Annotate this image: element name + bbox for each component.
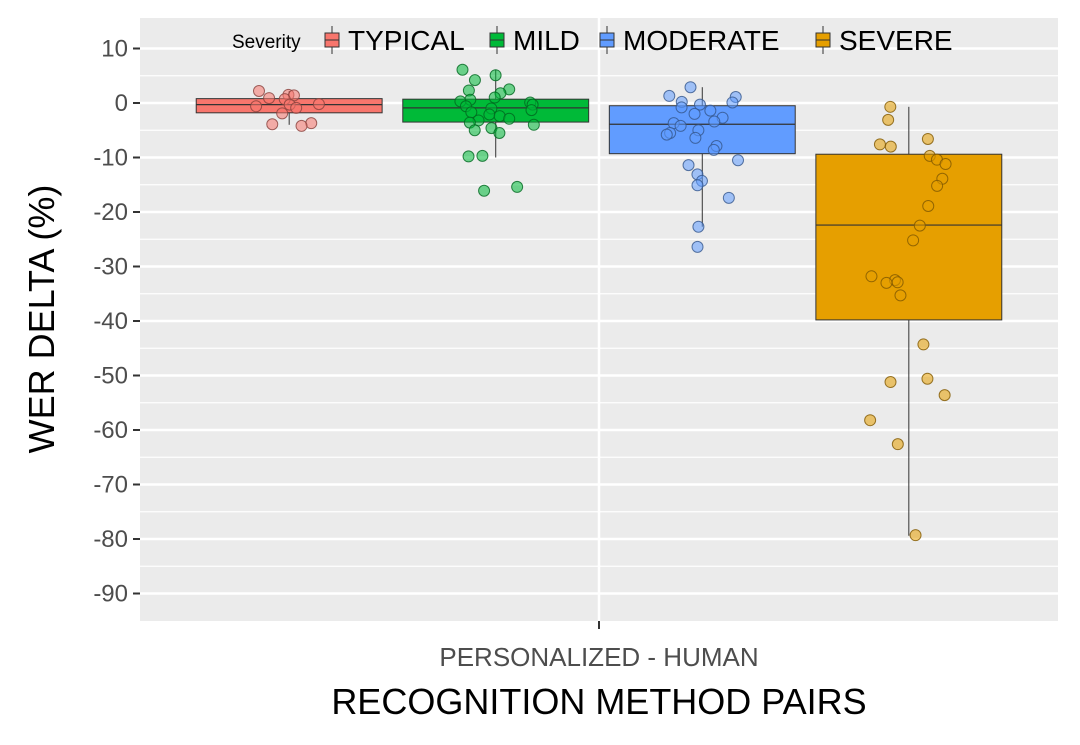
severe-point — [913, 219, 926, 232]
whiskers — [288, 69, 910, 536]
mild-point — [511, 180, 524, 193]
severe-point — [891, 276, 904, 289]
mild-point — [468, 74, 481, 87]
moderate-point — [682, 159, 695, 172]
mild-point — [527, 118, 540, 131]
severe-point — [880, 276, 893, 289]
severe-point — [873, 138, 886, 151]
severe-point — [909, 529, 922, 542]
typical-point — [252, 85, 265, 98]
severe-point — [865, 270, 878, 283]
typical-point — [312, 98, 325, 111]
moderate-point — [660, 128, 673, 141]
typical-point — [295, 119, 308, 132]
severe-point — [894, 289, 907, 302]
severe-point — [884, 140, 897, 153]
mild-point — [468, 124, 481, 137]
severe-point — [931, 179, 944, 192]
y-tick-label: -40 — [93, 308, 128, 335]
legend-label: MODERATE — [623, 25, 780, 56]
typical-point — [263, 92, 276, 105]
severe-point — [921, 132, 934, 145]
moderate-point — [693, 98, 706, 111]
severe-point — [882, 113, 895, 126]
severe-point — [884, 376, 897, 389]
moderate-point — [689, 131, 702, 144]
moderate-point — [704, 104, 717, 117]
typical-point — [266, 118, 279, 131]
moderate-point — [691, 179, 704, 192]
moderate-point — [726, 96, 739, 109]
typical-point — [290, 101, 303, 114]
severe-point — [884, 100, 897, 113]
y-tick-label: 0 — [115, 90, 128, 117]
mild-point — [462, 150, 475, 163]
y-axis: 10 0 -10 -20 -30 -40 -50 -60 -70 -80 -90 — [93, 36, 140, 608]
y-tick-label: -60 — [93, 417, 128, 444]
moderate-point — [674, 119, 687, 132]
moderate-point — [675, 101, 688, 114]
moderate-point — [663, 89, 676, 102]
mild-point — [488, 91, 501, 104]
legend-title: Severity — [232, 32, 301, 53]
moderate-point — [707, 143, 720, 156]
severe-point — [864, 414, 877, 427]
mild-point — [483, 108, 496, 121]
y-tick-label: -90 — [93, 581, 128, 608]
legend: Severity TYPICAL MILD MODERATE SEVERE — [232, 25, 953, 56]
y-tick-label: -30 — [93, 254, 128, 281]
y-axis-title: WER DELTA (%) — [21, 185, 62, 454]
severe-point — [917, 338, 930, 351]
severe-point — [939, 158, 952, 171]
severe-point — [922, 200, 935, 213]
mild-point — [476, 149, 489, 162]
y-tick-label: -20 — [93, 199, 128, 226]
mild-point — [478, 184, 491, 197]
mild-point — [503, 112, 516, 125]
x-tick-label: PERSONALIZED - HUMAN — [439, 642, 758, 672]
legend-label: MILD — [513, 25, 580, 56]
severe-point — [921, 372, 934, 385]
moderate-point — [688, 107, 701, 120]
moderate-point — [732, 154, 745, 167]
x-axis-title: RECOGNITION METHOD PAIRS — [331, 681, 866, 722]
typical-point — [276, 107, 289, 120]
points — [250, 63, 952, 542]
moderate-point — [691, 240, 704, 253]
y-tick-label: -10 — [93, 145, 128, 172]
x-axis: PERSONALIZED - HUMAN — [439, 621, 759, 672]
severe-point — [907, 234, 920, 247]
severe-point — [938, 389, 951, 402]
typical-point — [250, 100, 263, 113]
y-tick-label: -70 — [93, 472, 128, 499]
moderate-point — [692, 220, 705, 233]
mild-point — [493, 126, 506, 139]
moderate-point — [684, 81, 697, 94]
y-tick-label: -50 — [93, 363, 128, 390]
legend-label: TYPICAL — [348, 25, 465, 56]
legend-label: SEVERE — [839, 25, 953, 56]
moderate-point — [708, 115, 721, 128]
mild-point — [489, 69, 502, 82]
mild-point — [525, 104, 538, 117]
moderate-point — [722, 191, 735, 204]
y-tick-label: -80 — [93, 526, 128, 553]
severe-point — [891, 438, 904, 451]
mild-point — [456, 63, 469, 76]
y-tick-label: 10 — [101, 36, 128, 63]
